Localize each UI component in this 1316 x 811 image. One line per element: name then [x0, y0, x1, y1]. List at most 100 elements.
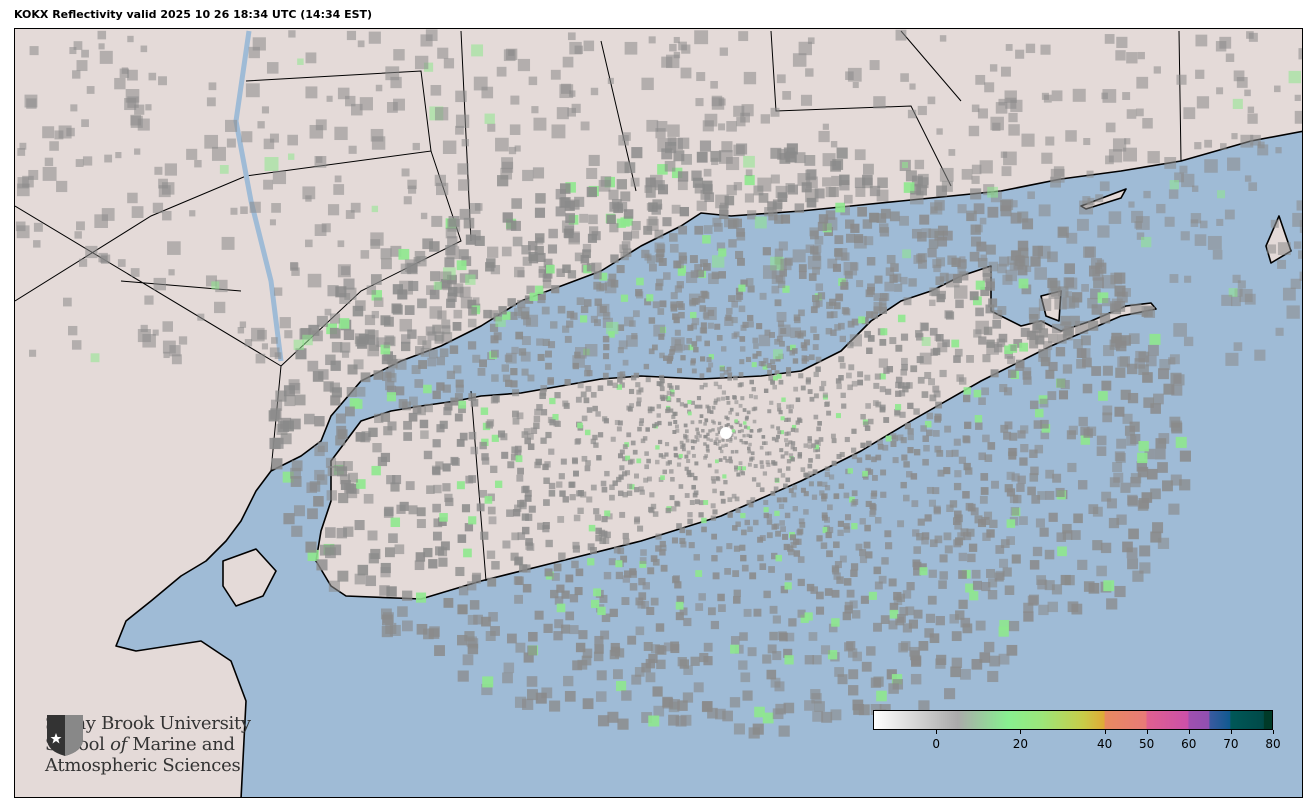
radar-pixel [1041, 152, 1053, 164]
radar-pixel [302, 186, 316, 200]
radar-pixel [1240, 134, 1254, 148]
radar-pixel [970, 236, 981, 247]
radar-pixel [626, 432, 632, 438]
radar-pixel [593, 442, 599, 448]
radar-pixel [171, 354, 182, 365]
radar-pixel [822, 153, 836, 167]
radar-pixel [815, 283, 824, 291]
radar-pixel [729, 439, 733, 443]
radar-pixel [480, 407, 489, 415]
radar-pixel [530, 427, 538, 435]
radar-pixel [921, 536, 929, 545]
radar-pixel [33, 240, 41, 248]
radar-pixel [1051, 90, 1063, 102]
radar-pixel [1169, 274, 1179, 283]
radar-pixel [727, 512, 733, 518]
radar-pixel [1017, 265, 1028, 276]
radar-pixel [638, 592, 647, 600]
radar-pixel [892, 679, 904, 690]
radar-pixel [444, 257, 455, 268]
radar-pixel [1140, 236, 1152, 248]
radar-pixel [792, 249, 806, 263]
radar-pixel [690, 323, 698, 330]
radar-pixel [780, 416, 785, 421]
radar-pixel [693, 439, 697, 444]
radar-pixel [960, 668, 971, 680]
radar-pixel [653, 705, 665, 717]
radar-pixel [453, 309, 463, 319]
radar-pixel [582, 648, 593, 659]
radar-pixel [947, 255, 957, 265]
radar-pixel [573, 514, 581, 522]
radar-pixel [636, 397, 642, 403]
radar-pixel [622, 456, 628, 462]
radar-pixel [293, 505, 305, 517]
radar-pixel [783, 702, 795, 714]
radar-pixel [645, 672, 656, 683]
radar-map[interactable]: Stony Brook University School of Marine … [14, 28, 1303, 798]
radar-pixel [593, 271, 602, 280]
radar-pixel [411, 365, 421, 375]
radar-pixel [430, 84, 442, 96]
colorbar-tick-label: 40 [1096, 737, 1113, 751]
radar-pixel [910, 183, 922, 195]
radar-pixel [519, 499, 527, 507]
radar-pixel [326, 95, 333, 102]
radar-pixel [537, 522, 545, 530]
radar-pixel [937, 236, 948, 247]
radar-pixel [1294, 110, 1302, 124]
radar-pixel [1275, 327, 1284, 336]
radar-pixel [617, 490, 624, 497]
radar-pixel [676, 523, 682, 529]
radar-pixel [443, 58, 455, 69]
radar-pixel [917, 518, 925, 526]
radar-pixel [888, 620, 898, 630]
radar-pixel [864, 524, 871, 532]
radar-pixel [676, 398, 681, 403]
radar-pixel [716, 546, 723, 553]
radar-pixel [420, 347, 430, 357]
radar-pixel [556, 603, 566, 613]
radar-pixel [678, 265, 687, 274]
radar-pixel [617, 324, 625, 331]
radar-pixel [878, 303, 887, 311]
radar-pixel [649, 174, 663, 188]
radar-pixel [1293, 241, 1302, 249]
radar-pixel [370, 274, 382, 285]
radar-pixel [793, 386, 799, 392]
radar-pixel [409, 396, 418, 406]
radar-pixel [1092, 269, 1104, 281]
radar-pixel [580, 315, 588, 323]
radar-pixel [809, 396, 815, 402]
radar-pixel [830, 311, 838, 319]
radar-pixel [549, 700, 561, 712]
radar-pixel [574, 587, 583, 596]
radar-pixel [640, 549, 647, 556]
radar-pixel [548, 448, 555, 455]
radar-pixel [583, 397, 590, 404]
radar-pixel [1093, 277, 1104, 289]
radar-pixel [822, 481, 828, 487]
radar-pixel [211, 281, 220, 290]
radar-pixel [1020, 425, 1029, 434]
radar-pixel [768, 566, 775, 573]
radar-pixel [328, 580, 340, 592]
radar-pixel [810, 230, 819, 240]
radar-pixel [398, 399, 408, 409]
radar-pixel [581, 455, 588, 462]
radar-pixel [648, 263, 657, 272]
radar-pixel [646, 218, 659, 231]
radar-pixel [279, 317, 291, 329]
radar-pixel [283, 513, 295, 525]
radar-pixel [703, 382, 708, 388]
radar-pixel [452, 321, 462, 331]
radar-pixel [1017, 211, 1029, 223]
radar-pixel [398, 248, 410, 260]
radar-pixel [744, 519, 750, 526]
radar-pixel [622, 532, 629, 540]
radar-pixel [845, 219, 855, 229]
radar-pixel [833, 572, 841, 580]
radar-pixel [647, 476, 652, 482]
radar-pixel [774, 248, 783, 257]
radar-pixel [1138, 498, 1150, 509]
